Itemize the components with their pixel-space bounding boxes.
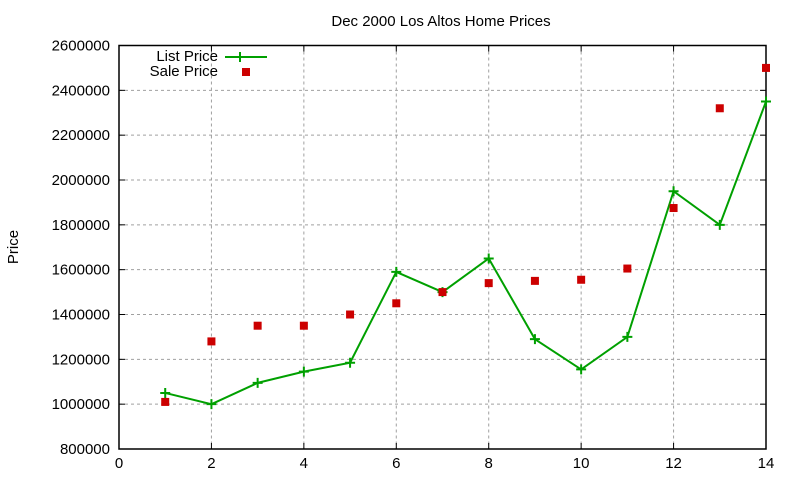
x-tick-label: 8 [485,455,493,472]
y-tick-label: 2600000 [52,38,110,55]
square-marker-icon [207,337,216,346]
plus-marker-icon [206,399,217,410]
x-tick-label: 10 [573,455,590,472]
plus-marker-icon [668,186,679,197]
y-tick-label: 2200000 [52,127,110,144]
y-tick-label: 1200000 [52,351,110,368]
grid-lines [119,45,766,449]
square-marker-icon [299,321,308,330]
x-tick-label: 12 [665,455,682,472]
axes [118,44,767,450]
plus-marker-icon [160,387,171,398]
list-price-line [164,101,767,406]
plus-marker-icon [391,266,402,277]
square-marker-icon [530,276,539,285]
y-tick-label: 2400000 [52,82,110,99]
tick-labels: 800000 1000000 1200000 1400000 1600000 180000… [52,38,775,473]
square-marker-icon [623,264,632,273]
plot-border [118,44,767,450]
x-tick-label: 4 [300,455,308,472]
square-marker-icon [484,279,493,288]
square-marker-icon [438,288,447,297]
plus-marker-icon [576,364,587,375]
square-marker-icon [253,321,262,330]
legend-square-marker-icon [242,68,250,76]
chart-title: Dec 2000 Los Altos Home Prices [331,13,550,30]
plus-marker-icon [252,377,263,388]
x-tick-label: 0 [115,455,123,472]
legend-plus-marker-icon [235,52,245,62]
square-marker-icon [392,299,401,308]
y-tick-label: 2000000 [52,172,110,189]
y-tick-label: 800000 [60,441,110,458]
legend-list-price-label: List Price [156,48,218,65]
x-tick-label: 14 [758,455,775,472]
y-tick-label: 1000000 [52,396,110,413]
x-tick-label: 6 [392,455,400,472]
plus-marker-icon [714,219,725,230]
data-series [160,63,771,410]
y-axis-label: Price [5,230,22,264]
square-marker-icon [669,204,678,213]
plus-marker-icon [761,96,771,107]
plus-marker-icon [483,253,494,264]
square-marker-icon [762,63,770,72]
plus-marker-icon [345,357,356,368]
square-marker-icon [577,275,586,284]
y-tick-label: 1600000 [52,262,110,279]
square-marker-icon [715,104,724,113]
y-tick-label: 1800000 [52,217,110,234]
legend: List Price Sale Price [150,48,267,80]
plus-marker-icon [298,366,309,377]
square-marker-icon [346,310,355,319]
x-tick-label: 2 [207,455,215,472]
legend-sale-price-label: Sale Price [150,63,218,80]
y-tick-label: 1400000 [52,307,110,324]
plus-marker-icon [622,331,633,342]
plus-marker-icon [529,334,540,345]
square-marker-icon [161,397,170,406]
